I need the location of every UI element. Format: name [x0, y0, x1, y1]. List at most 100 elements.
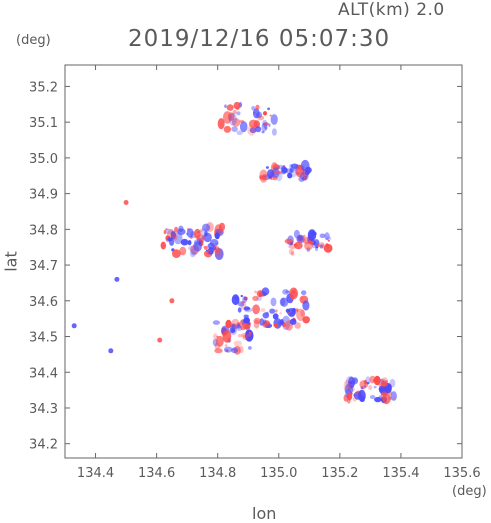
heatmap-cell	[294, 241, 303, 250]
heatmap-cell	[231, 323, 238, 329]
heatmap-cell	[272, 313, 279, 320]
heatmap-cell	[323, 243, 333, 253]
heatmap-cell	[223, 346, 233, 353]
heatmap-cell	[319, 244, 323, 249]
heatmap-cell	[327, 240, 330, 242]
heatmap-cell	[167, 237, 173, 242]
y-tick-label: 34.4	[29, 366, 58, 381]
heatmap-cell	[325, 236, 332, 241]
heatmap-cell	[287, 312, 290, 314]
heatmap-cell	[239, 121, 248, 133]
heatmap-cell	[380, 378, 383, 381]
heatmap-cell	[321, 245, 325, 249]
heatmap-cell	[242, 334, 248, 341]
heatmap-cell	[270, 114, 278, 125]
heatmap-cell	[226, 104, 234, 111]
heatmap-cell	[360, 398, 365, 402]
heatmap-cell	[163, 229, 167, 235]
heatmap-cell	[229, 324, 238, 336]
heatmap-cell	[262, 122, 269, 127]
heatmap-cell	[189, 249, 196, 258]
heatmap-cell	[280, 165, 287, 175]
heatmap-cell	[173, 234, 178, 241]
heatmap-cell	[218, 222, 226, 232]
heatmap-cell	[252, 295, 259, 301]
heatmap-cell	[373, 385, 377, 389]
y-tick-label: 34.2	[29, 438, 58, 453]
heatmap-cell	[245, 323, 250, 329]
heatmap-cell	[267, 107, 270, 111]
x-tick-label: 135.4	[382, 466, 419, 481]
heatmap-cell	[285, 308, 291, 313]
heatmap-cell	[237, 307, 242, 313]
heatmap-cell	[273, 323, 279, 328]
heatmap-cell	[300, 309, 306, 317]
altitude-label: ALT(km) 2.0	[338, 0, 445, 20]
heatmap-cell	[279, 297, 286, 307]
heatmap-cell	[170, 231, 176, 240]
heatmap-cell	[228, 113, 237, 126]
heatmap-cell	[187, 240, 192, 246]
y-tick-label: 35.0	[29, 152, 58, 167]
heatmap-cell	[241, 300, 245, 304]
heatmap-point	[71, 323, 77, 329]
heatmap-cell	[343, 379, 352, 391]
heatmap-cell	[222, 111, 232, 124]
heatmap-cell	[279, 311, 282, 315]
heatmap-cell	[236, 324, 241, 329]
heatmap-cell	[294, 322, 301, 329]
heatmap-cell	[289, 168, 294, 173]
heatmap-cell	[244, 307, 253, 313]
heatmap-cell	[214, 232, 220, 240]
heatmap-cell	[186, 228, 194, 238]
x-tick-label: 134.8	[199, 466, 236, 481]
heatmap-cell	[265, 166, 269, 169]
heatmap-cell	[290, 163, 299, 169]
x-tick-label: 134.6	[138, 466, 175, 481]
heatmap-cell	[232, 109, 237, 115]
heatmap-cell	[271, 128, 277, 136]
heatmap-cell	[173, 232, 183, 245]
heatmap-cell	[231, 294, 240, 306]
heatmap-cell	[252, 304, 260, 315]
heatmap-cell	[241, 319, 245, 325]
heatmap-cell	[352, 377, 358, 385]
heatmap-point	[169, 298, 175, 304]
heatmap-cell	[224, 344, 228, 347]
x-axis-unit: (deg)	[452, 484, 487, 499]
heatmap-cell	[237, 301, 245, 307]
heatmap-cell	[302, 316, 311, 324]
heatmap-cell	[209, 239, 219, 247]
heatmap-cell	[231, 347, 239, 354]
data-layer	[71, 101, 397, 405]
heatmap-cell	[374, 396, 382, 403]
heatmap-cell	[262, 312, 270, 319]
heatmap-cell	[296, 165, 303, 170]
heatmap-cell	[380, 381, 388, 387]
heatmap-cell	[261, 287, 270, 296]
heatmap-cell	[262, 119, 268, 128]
heatmap-cell	[248, 119, 258, 129]
heatmap-cell	[258, 291, 263, 295]
heatmap-cell	[264, 126, 268, 130]
heatmap-cell	[287, 172, 293, 179]
heatmap-cell	[295, 308, 299, 312]
y-tick-label: 34.3	[29, 402, 58, 417]
y-tick-label: 34.5	[29, 331, 58, 346]
heatmap-cell	[203, 232, 212, 243]
heatmap-cell	[178, 225, 184, 233]
y-tick-label: 35.1	[29, 116, 58, 131]
heatmap-cell	[255, 104, 260, 110]
heatmap-cell	[304, 241, 313, 251]
heatmap-cell	[261, 130, 265, 134]
heatmap-cell	[363, 379, 367, 385]
heatmap-cell	[205, 249, 209, 252]
heatmap-cell	[390, 391, 397, 401]
heatmap-cell	[231, 118, 241, 127]
x-tick-label: 135.6	[443, 466, 480, 481]
heatmap-cell	[172, 249, 181, 258]
heatmap-cell	[284, 238, 293, 244]
heatmap-cell	[236, 111, 241, 116]
heatmap-cell	[208, 250, 214, 255]
heatmap-cell	[378, 385, 387, 394]
